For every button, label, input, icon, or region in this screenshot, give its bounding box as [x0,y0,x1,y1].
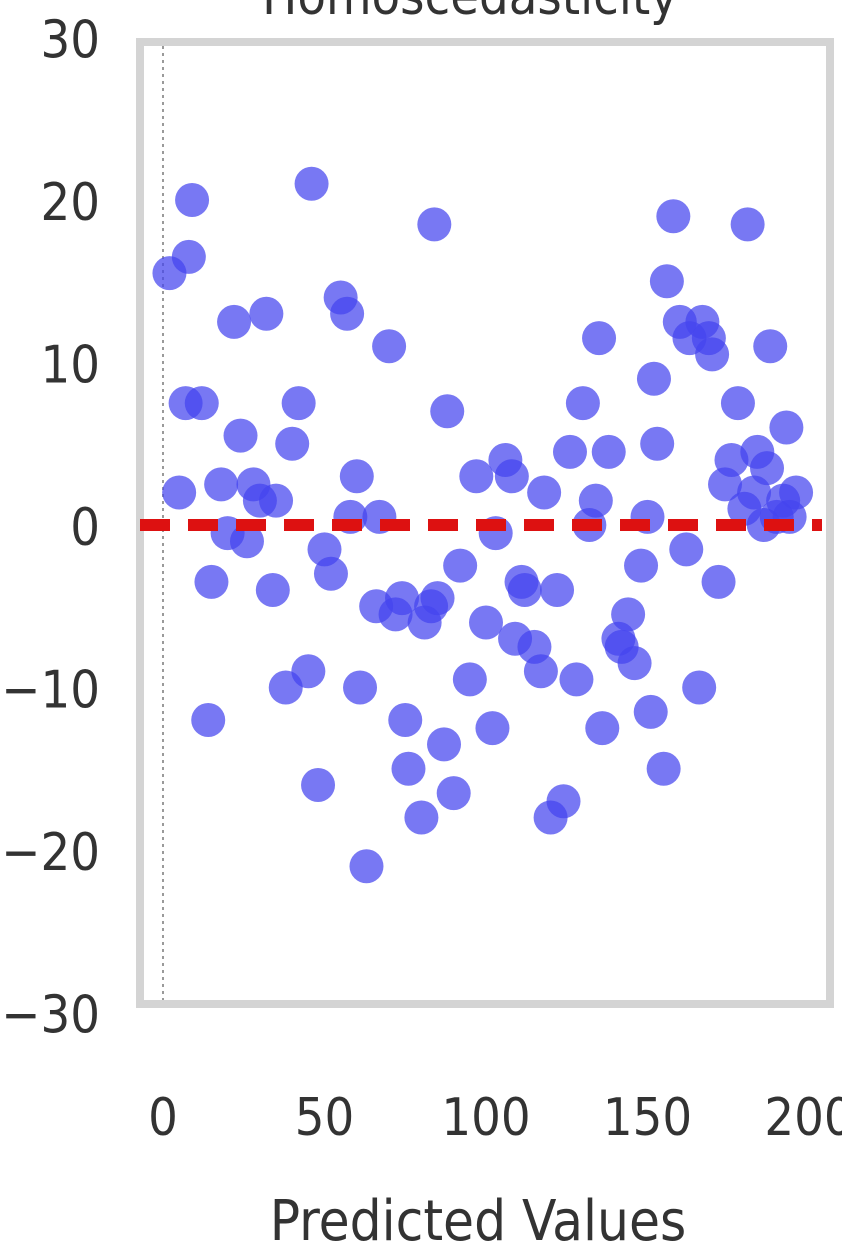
data-point [294,166,329,201]
x-tick-label: 50 [295,1088,355,1148]
data-point [633,694,668,729]
data-point [184,386,219,421]
data-point [540,573,575,607]
data-point [494,459,529,494]
data-point [388,703,423,737]
data-point [640,426,675,461]
y-tick-label: 20 [40,173,100,233]
y-tick-label: 10 [40,336,100,396]
y-tick-label: −30 [1,986,100,1046]
data-point [275,426,310,461]
data-point [171,239,206,274]
data-point [339,459,374,494]
data-point [330,296,365,331]
x-axis-label: Predicted Values [270,1189,686,1254]
data-point [552,434,587,469]
x-tick-label: 0 [148,1088,178,1148]
data-point [523,654,558,689]
data-point [443,548,478,583]
data-point [585,711,620,746]
y-axis-tick-labels: 30 20 10 0 −10 −20 −30 [1,11,100,1046]
data-point [175,183,210,217]
data-point [301,768,336,802]
y-tick-label: 30 [40,11,100,71]
data-point [475,711,510,746]
y-tick-label: −10 [1,661,100,721]
data-point [385,581,420,616]
data-point [582,321,617,356]
data-point [194,564,229,599]
data-point [695,337,730,372]
data-point [669,532,704,567]
data-point [255,573,290,607]
data-point [349,849,384,884]
y-tick-label: 0 [70,498,100,558]
data-point [578,483,613,518]
x-tick-label: 200 [764,1088,842,1148]
data-point [259,483,294,518]
data-point [452,662,487,697]
data-point [281,386,316,421]
x-tick-label: 100 [441,1088,530,1148]
data-point [204,467,239,502]
data-point [714,443,749,477]
data-point [649,264,684,299]
data-point [591,434,626,469]
data-point [229,524,264,559]
data-point [624,548,659,583]
data-point [469,605,503,640]
data-point [611,597,646,632]
data-point [527,475,562,510]
data-point [730,207,765,242]
data-point [656,199,691,234]
y-tick-label: −20 [1,823,100,883]
data-point [507,573,542,607]
data-point [343,670,378,705]
data-point [291,654,326,689]
data-point [617,646,652,681]
data-point [769,410,804,445]
data-point [753,329,788,364]
data-point [420,581,455,616]
data-point [417,207,452,242]
data-point [646,751,681,786]
data-point [427,727,462,762]
data-point [436,776,471,811]
data-point [217,304,252,339]
data-point [459,459,494,494]
data-point [720,386,755,421]
data-point [162,475,197,510]
x-axis-tick-labels: 0 50 100 150 200 [148,1088,842,1148]
data-point [779,475,814,510]
x-tick-label: 150 [603,1088,692,1148]
data-point [313,556,348,591]
data-point [191,703,226,737]
data-point [223,418,258,453]
data-point [701,564,736,599]
data-point [636,361,671,396]
data-point [430,394,465,429]
data-point [750,451,785,486]
data-point [559,662,594,697]
data-point [372,329,407,364]
data-point [682,670,717,705]
chart-title: Homoscedasticity [262,0,678,27]
data-point [546,784,581,819]
data-point [404,800,439,835]
data-point [249,296,284,331]
data-point [565,386,600,421]
data-point [391,751,426,786]
